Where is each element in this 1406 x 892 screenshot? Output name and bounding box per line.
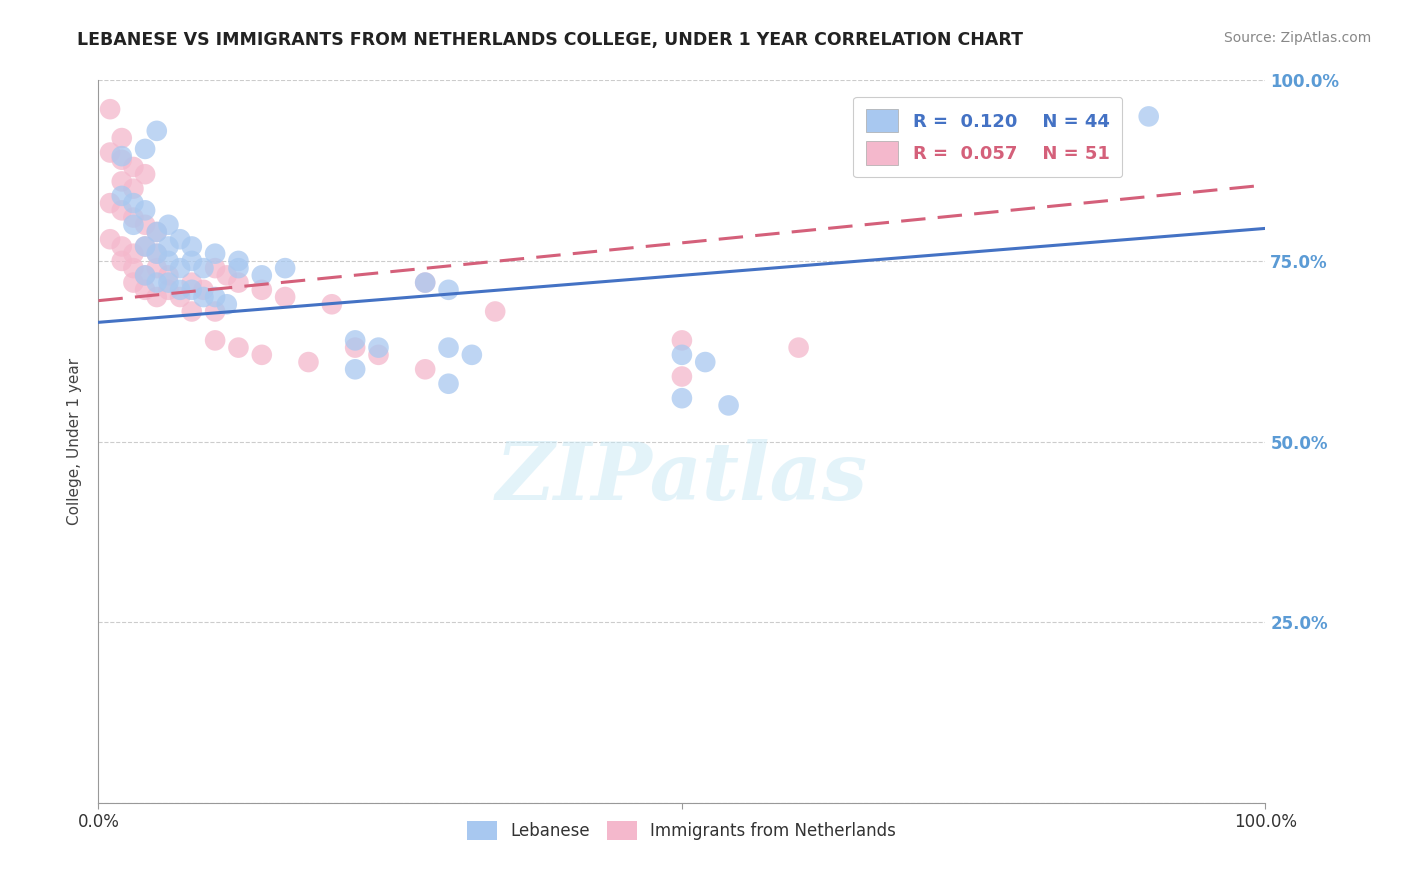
Point [122,218,145,232]
Point [146,290,169,304]
Point [134,283,156,297]
Point [98,232,121,246]
Point [122,182,145,196]
Point [146,225,169,239]
Point [204,261,226,276]
Point [671,391,693,405]
Point [157,276,180,290]
Point [98,145,121,160]
Point [122,196,145,211]
Legend: Lebanese, Immigrants from Netherlands: Lebanese, Immigrants from Netherlands [460,813,904,848]
Point [413,362,436,376]
Point [180,283,202,297]
Point [193,261,215,276]
Point [146,225,169,239]
Point [111,203,134,218]
Point [367,348,389,362]
Point [1137,110,1160,124]
Point [111,189,134,203]
Point [98,196,121,211]
Point [413,276,436,290]
Point [344,341,367,355]
Point [787,341,810,355]
Y-axis label: College, Under 1 year: College, Under 1 year [67,358,83,525]
Point [157,218,180,232]
Point [98,102,121,116]
Point [134,167,156,181]
Point [215,268,238,283]
Point [111,131,134,145]
Point [157,239,180,253]
Text: ZIPatlas: ZIPatlas [496,439,868,516]
Point [228,341,250,355]
Point [437,341,460,355]
Point [321,297,343,311]
Text: Source: ZipAtlas.com: Source: ZipAtlas.com [1223,31,1371,45]
Point [671,369,693,384]
Point [169,283,191,297]
Point [215,297,238,311]
Point [134,203,156,218]
Point [146,246,169,260]
Point [134,239,156,253]
Point [437,376,460,391]
Point [111,253,134,268]
Point [180,253,202,268]
Point [193,283,215,297]
Point [169,261,191,276]
Point [250,283,273,297]
Point [122,160,145,174]
Point [146,124,169,138]
Point [367,341,389,355]
Point [169,232,191,246]
Point [180,304,202,318]
Point [122,246,145,260]
Point [344,334,367,348]
Point [204,290,226,304]
Point [228,261,250,276]
Point [134,268,156,283]
Point [180,276,202,290]
Point [250,348,273,362]
Point [344,362,367,376]
Point [250,268,273,283]
Point [111,153,134,167]
Point [146,246,169,260]
Point [111,149,134,163]
Point [695,355,717,369]
Point [134,142,156,156]
Point [122,211,145,225]
Point [146,261,169,276]
Point [461,348,484,362]
Point [193,290,215,304]
Point [228,276,250,290]
Point [169,290,191,304]
Point [146,276,169,290]
Point [111,239,134,253]
Point [204,334,226,348]
Point [671,348,693,362]
Point [204,304,226,318]
Point [122,261,145,276]
Point [122,276,145,290]
Point [671,334,693,348]
Text: LEBANESE VS IMMIGRANTS FROM NETHERLANDS COLLEGE, UNDER 1 YEAR CORRELATION CHART: LEBANESE VS IMMIGRANTS FROM NETHERLANDS … [77,31,1024,49]
Point [157,253,180,268]
Point [437,283,460,297]
Point [111,174,134,188]
Point [157,283,180,297]
Point [134,268,156,283]
Point [297,355,319,369]
Point [413,276,436,290]
Point [134,239,156,253]
Point [204,246,226,260]
Point [274,290,297,304]
Point [180,239,202,253]
Point [274,261,297,276]
Point [717,398,740,412]
Point [228,253,250,268]
Point [157,268,180,283]
Point [134,218,156,232]
Point [484,304,506,318]
